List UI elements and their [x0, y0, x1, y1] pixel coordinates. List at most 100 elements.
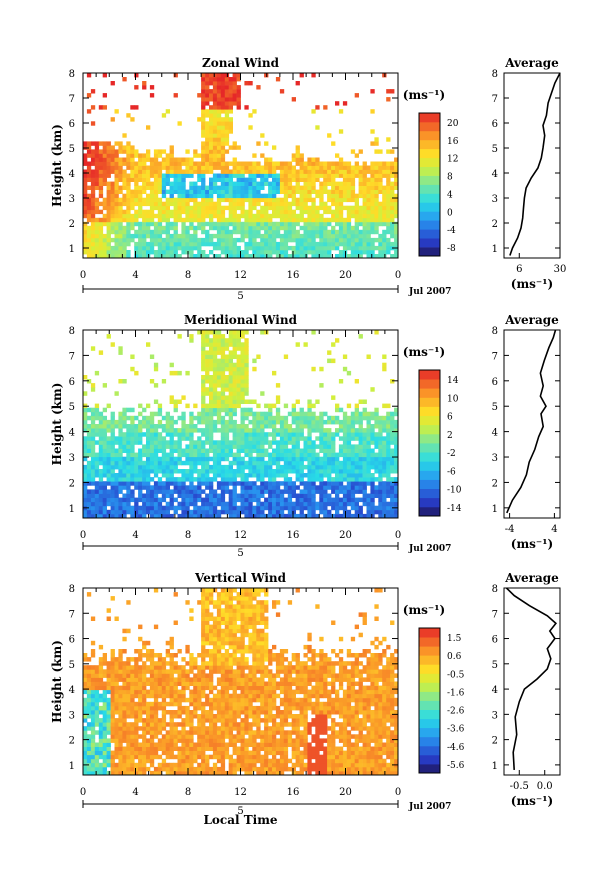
heatmap-cell [181, 477, 186, 482]
heatmap-cell [394, 481, 399, 486]
heatmap-cell [201, 354, 206, 359]
heatmap-cell [370, 415, 375, 421]
heatmap-cell [90, 419, 96, 425]
heatmap-cell [350, 213, 356, 219]
heatmap-cell [118, 501, 123, 507]
heatmap-cell [118, 440, 123, 445]
heatmap-cell [126, 460, 131, 466]
heatmap-cell [358, 411, 363, 417]
heatmap-cell [205, 157, 210, 162]
average-y-tick-label: 7 [492, 94, 498, 105]
heatmap-cell [224, 354, 230, 359]
heatmap-cell [126, 229, 131, 235]
heatmap-cell [287, 424, 293, 429]
heatmap-cell [390, 221, 395, 227]
heatmap-cell [342, 205, 348, 211]
heatmap-cell [209, 189, 214, 194]
heatmap-cell [149, 173, 155, 178]
heatmap-cell [126, 173, 131, 178]
heatmap-cell [114, 241, 119, 247]
heatmap-cell [83, 161, 88, 166]
heatmap-cell [224, 185, 230, 190]
heatmap-cell [83, 501, 88, 507]
heatmap-cell [236, 89, 241, 94]
heatmap-cell [98, 710, 104, 715]
heatmap-cell [90, 714, 96, 719]
heatmap-cell [118, 665, 123, 670]
heatmap-cell [370, 225, 375, 231]
heatmap-cell [161, 428, 167, 433]
heatmap-cell [354, 153, 359, 158]
heatmap-cell [315, 205, 320, 211]
heatmap-cell [374, 205, 379, 211]
heatmap-cell [106, 685, 111, 691]
heatmap-cell [212, 121, 218, 126]
heatmap-cell [169, 370, 174, 376]
heatmap-cell [153, 366, 159, 372]
heatmap-cell [193, 241, 198, 247]
heatmap-cell [224, 225, 230, 231]
heatmap-cell [149, 513, 155, 519]
heatmap-cell [126, 448, 131, 453]
heatmap-cell [295, 161, 300, 166]
heatmap-cell [98, 746, 104, 751]
heatmap-cell [185, 403, 190, 409]
heatmap-cell [378, 217, 383, 223]
heatmap-cell [94, 485, 100, 490]
heatmap-cell [240, 379, 245, 384]
heatmap-cell [224, 419, 230, 425]
heatmap-cell [382, 201, 387, 207]
heatmap-cell [102, 497, 107, 503]
heatmap-cell [240, 509, 245, 515]
heatmap-cell [315, 105, 320, 110]
heatmap-cell [102, 513, 107, 519]
heatmap-cell [83, 448, 88, 453]
heatmap-cell [205, 233, 210, 239]
heatmap-cell [189, 250, 194, 255]
heatmap-cell [338, 452, 344, 458]
heatmap-cell [362, 440, 367, 445]
heatmap-cell [102, 217, 107, 223]
heatmap-cell [350, 481, 356, 486]
heatmap-cell [386, 197, 391, 203]
heatmap-cell [299, 245, 304, 251]
heatmap-cell [303, 424, 308, 429]
heatmap-cell [287, 185, 293, 190]
heatmap-cell [287, 448, 293, 453]
heatmap-cell [205, 485, 210, 490]
heatmap-cell [197, 117, 202, 122]
heatmap-cell [350, 165, 356, 170]
heatmap-cell [197, 225, 202, 231]
heatmap-cell [114, 161, 119, 166]
heatmap-cell [216, 81, 222, 86]
heatmap-cell [193, 181, 198, 186]
heatmap-cell [275, 233, 281, 239]
heatmap-cell [130, 513, 135, 519]
heatmap-cell [122, 505, 127, 511]
heatmap-cell [134, 766, 139, 772]
heatmap-cell [264, 440, 269, 445]
heatmap-cell [90, 616, 96, 621]
heatmap-cell [177, 456, 182, 462]
heatmap-cell [181, 436, 186, 441]
heatmap-cell [201, 229, 206, 235]
heatmap-cell [382, 473, 387, 478]
heatmap-cell [209, 125, 214, 130]
heatmap-cell [114, 473, 119, 478]
heatmap-cell [90, 415, 96, 421]
heatmap-cell [346, 448, 352, 453]
heatmap-cell [149, 464, 155, 470]
heatmap-cell [212, 330, 218, 335]
heatmap-cell [98, 217, 104, 223]
heatmap-cell [146, 718, 151, 723]
heatmap-cell [335, 233, 340, 239]
heatmap-cell [146, 169, 151, 174]
heatmap-cell [157, 440, 163, 445]
heatmap-cell [256, 225, 261, 231]
heatmap-cell [358, 250, 363, 255]
heatmap-cell [260, 205, 265, 211]
heatmap-cell [350, 181, 356, 186]
heatmap-cell [272, 205, 277, 211]
heatmap-cell [366, 217, 371, 223]
heatmap-cell [177, 513, 182, 519]
